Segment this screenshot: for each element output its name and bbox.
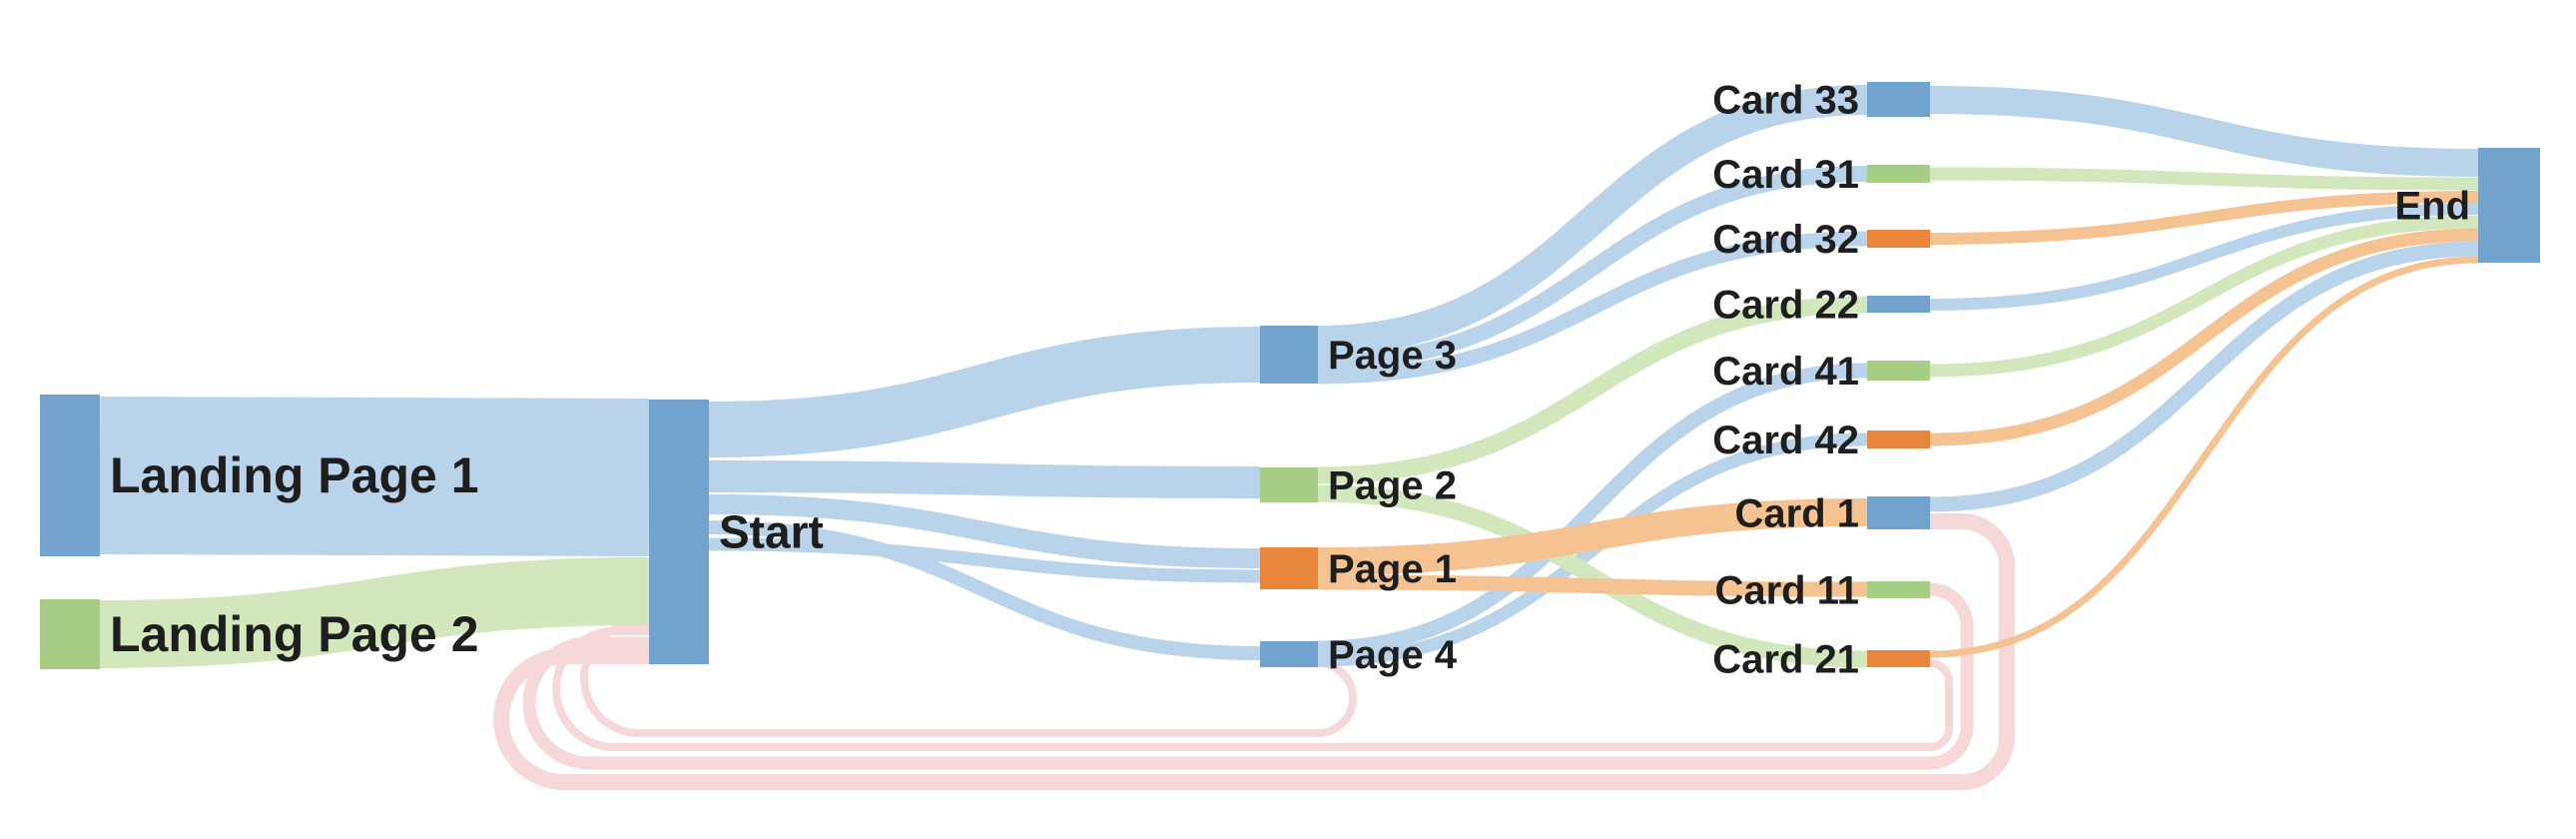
link-start-page-3[interactable] bbox=[708, 327, 1261, 457]
node-label-card-32: Card 32 bbox=[1712, 218, 1859, 262]
link-card-31-end[interactable] bbox=[1929, 167, 2479, 191]
node-label-card-41: Card 41 bbox=[1712, 350, 1859, 394]
link-card-21-end[interactable] bbox=[1929, 256, 2479, 658]
node-label-card-42: Card 42 bbox=[1712, 419, 1859, 462]
node-page-1[interactable] bbox=[1260, 547, 1318, 589]
node-label-card-1: Card 1 bbox=[1735, 492, 1860, 536]
node-card-21[interactable] bbox=[1867, 650, 1930, 667]
link-card-22-end[interactable] bbox=[1929, 203, 2479, 311]
link-landing-page-1-start[interactable] bbox=[99, 397, 650, 556]
node-card-41[interactable] bbox=[1867, 361, 1930, 381]
link-page-1-card-1[interactable] bbox=[1317, 498, 1868, 575]
link-start-page-2[interactable] bbox=[708, 460, 1261, 498]
node-end[interactable] bbox=[2478, 148, 2540, 263]
node-label-card-22: Card 22 bbox=[1712, 284, 1859, 328]
labels-layer: Landing Page 1 Landing Page 2 Start Page 3 P… bbox=[110, 79, 2470, 682]
link-card-33-end[interactable] bbox=[1929, 86, 2479, 177]
node-label-end: End bbox=[2394, 185, 2470, 229]
link-page-3-card-32[interactable] bbox=[1317, 231, 1868, 385]
link-page-3-card-31[interactable] bbox=[1317, 166, 1868, 371]
node-page-4[interactable] bbox=[1260, 641, 1318, 667]
link-start-page-4[interactable] bbox=[708, 520, 1261, 660]
link-page-4-card-41[interactable] bbox=[1317, 363, 1868, 656]
link-card-1-end[interactable] bbox=[1929, 241, 2479, 512]
node-label-page-3: Page 3 bbox=[1328, 334, 1457, 378]
node-card-22[interactable] bbox=[1867, 296, 1930, 313]
node-label-card-11: Card 11 bbox=[1714, 569, 1859, 613]
node-label-page-4: Page 4 bbox=[1328, 633, 1458, 677]
link-start-page-1[interactable] bbox=[708, 494, 1261, 568]
node-card-1[interactable] bbox=[1867, 496, 1930, 529]
node-label-start: Start bbox=[719, 506, 824, 558]
node-label-card-21: Card 21 bbox=[1712, 638, 1859, 682]
node-card-32[interactable] bbox=[1867, 230, 1930, 248]
link-page-2-card-21[interactable] bbox=[1317, 484, 1868, 668]
node-label-landing-page-1: Landing Page 1 bbox=[110, 447, 479, 503]
node-card-42[interactable] bbox=[1867, 430, 1930, 448]
node-label-landing-page-2: Landing Page 2 bbox=[110, 606, 479, 662]
link-card-42-end[interactable] bbox=[1929, 228, 2479, 446]
node-card-31[interactable] bbox=[1867, 165, 1930, 183]
loop-link-card-1-start[interactable] bbox=[493, 513, 2015, 790]
node-start[interactable] bbox=[649, 400, 709, 664]
node-landing-page-1[interactable] bbox=[40, 395, 100, 556]
node-landing-page-2[interactable] bbox=[40, 599, 100, 669]
link-landing-page-2-start[interactable] bbox=[99, 557, 650, 668]
link-page-2-card-22[interactable] bbox=[1317, 296, 1868, 484]
link-card-41-end[interactable] bbox=[1929, 215, 2479, 378]
node-page-2[interactable] bbox=[1260, 467, 1318, 502]
node-label-page-1: Page 1 bbox=[1328, 547, 1457, 591]
nodes-layer bbox=[40, 82, 2540, 669]
link-page-3-card-33[interactable] bbox=[1317, 85, 1868, 356]
node-label-card-33: Card 33 bbox=[1712, 79, 1859, 123]
node-card-11[interactable] bbox=[1867, 581, 1930, 598]
node-label-card-31: Card 31 bbox=[1712, 153, 1859, 197]
link-start-page-1[interactable] bbox=[708, 537, 1261, 583]
links-layer bbox=[99, 85, 2479, 790]
link-card-32-end[interactable] bbox=[1929, 191, 2479, 245]
link-page-1-card-11[interactable] bbox=[1317, 574, 1868, 597]
node-page-3[interactable] bbox=[1260, 326, 1318, 384]
node-card-33[interactable] bbox=[1867, 82, 1930, 117]
node-label-page-2: Page 2 bbox=[1328, 464, 1457, 508]
